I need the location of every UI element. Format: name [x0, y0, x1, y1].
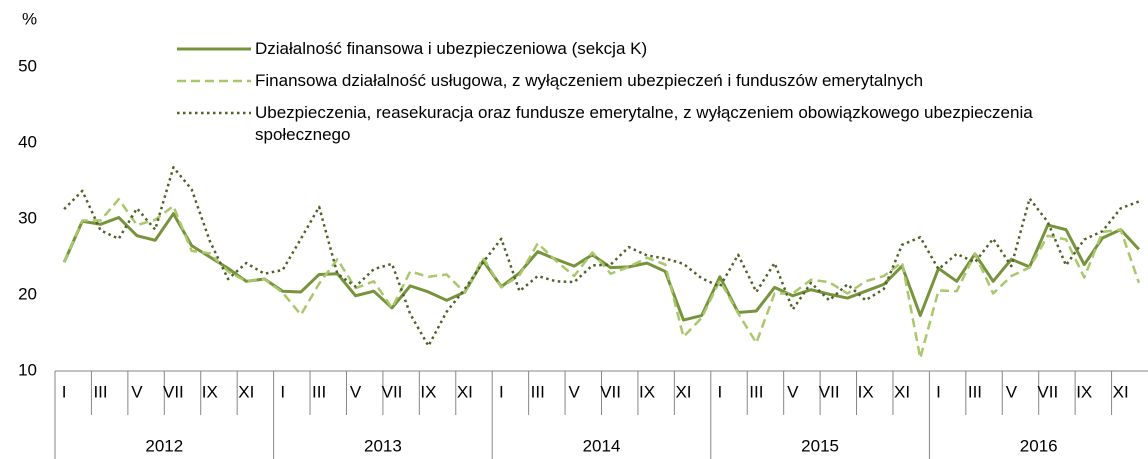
x-tick-label: III — [93, 382, 107, 401]
year-label: 2013 — [364, 436, 402, 455]
x-tick-label: IX — [858, 382, 874, 401]
legend-swatch — [177, 47, 251, 51]
x-tick-label: IX — [420, 382, 436, 401]
year-label: 2016 — [1020, 436, 1058, 455]
y-tick-label: 40 — [18, 132, 37, 151]
x-tick-label: IX — [639, 382, 655, 401]
x-tick-label: III — [531, 382, 545, 401]
legend-item: Finansowa działalność usługowa, z wyłącz… — [175, 70, 1125, 92]
x-tick-label: V — [131, 382, 143, 401]
y-tick-label: 10 — [18, 360, 37, 379]
x-tick-label: I — [62, 382, 67, 401]
x-tick-label: V — [569, 382, 581, 401]
x-tick-label: V — [350, 382, 362, 401]
legend-label: Działalność finansowa i ubezpieczeniowa … — [255, 39, 648, 58]
year-label: 2015 — [801, 436, 839, 455]
y-tick-label: 20 — [18, 284, 37, 303]
series-line — [63, 166, 1140, 348]
legend-swatch — [177, 79, 251, 83]
x-tick-label: I — [936, 382, 941, 401]
x-tick-label: XI — [894, 382, 910, 401]
x-tick-label: IX — [1076, 382, 1092, 401]
x-tick-label: IX — [202, 382, 218, 401]
series-line — [62, 212, 1140, 322]
legend: Działalność finansowa i ubezpieczeniowa … — [175, 38, 1125, 156]
y-tick-label: 50 — [18, 56, 37, 75]
x-tick-label: V — [787, 382, 799, 401]
x-tick-label: V — [1006, 382, 1018, 401]
x-tick-label: XI — [457, 382, 473, 401]
x-tick-label: VII — [1037, 382, 1058, 401]
legend-label: Ubezpieczenia, reasekuracja oraz fundusz… — [255, 103, 1033, 144]
x-tick-label: I — [718, 382, 723, 401]
series-line — [62, 197, 1141, 360]
x-tick-label: XI — [675, 382, 691, 401]
x-tick-label: I — [280, 382, 285, 401]
y-axis-unit: % — [22, 9, 37, 28]
x-tick-label: I — [499, 382, 504, 401]
legend-item: Działalność finansowa i ubezpieczeniowa … — [175, 38, 1125, 60]
year-label: 2014 — [583, 436, 621, 455]
x-tick-label: VII — [382, 382, 403, 401]
x-tick-label: III — [749, 382, 763, 401]
y-tick-label: 30 — [18, 208, 37, 227]
x-tick-label: III — [312, 382, 326, 401]
x-tick-label: VII — [600, 382, 621, 401]
x-tick-label: VII — [819, 382, 840, 401]
x-tick-label: XI — [1113, 382, 1129, 401]
x-tick-label: XI — [238, 382, 254, 401]
year-label: 2012 — [145, 436, 183, 455]
x-tick-label: III — [968, 382, 982, 401]
x-tick-label: VII — [163, 382, 184, 401]
legend-label: Finansowa działalność usługowa, z wyłącz… — [255, 71, 924, 90]
legend-swatch — [177, 111, 251, 115]
legend-item: Ubezpieczenia, reasekuracja oraz fundusz… — [175, 102, 1125, 146]
